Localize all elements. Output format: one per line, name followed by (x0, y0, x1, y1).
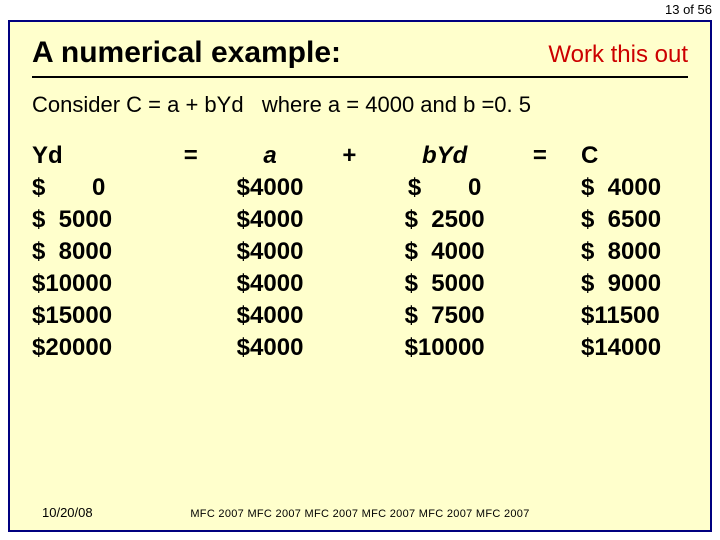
cell-a: $4000 (212, 300, 328, 332)
cell-c: $ 9000 (561, 268, 688, 300)
work-this-out: Work this out (548, 41, 688, 69)
cell-a: $4000 (212, 236, 328, 268)
cell-c: $ 8000 (561, 236, 688, 268)
cell-yd: $ 8000 (32, 236, 170, 268)
header-a: a (212, 140, 328, 172)
cell-byd: $10000 (371, 332, 519, 364)
cell-yd: $20000 (32, 332, 170, 364)
header-byd: bYd (371, 140, 519, 172)
slide-title: A numerical example: (32, 36, 341, 70)
cell-a: $4000 (212, 332, 328, 364)
table-row: $ 5000 $4000 $ 2500 $ 6500 (32, 204, 688, 236)
cell-yd: $15000 (32, 300, 170, 332)
cell-a: $4000 (212, 172, 328, 204)
table-row: $10000 $4000 $ 5000 $ 9000 (32, 268, 688, 300)
cell-c: $ 6500 (561, 204, 688, 236)
cell-byd: $ 2500 (371, 204, 519, 236)
consider-text: Consider C = a + bYd where a = 4000 and … (32, 92, 688, 118)
cell-byd: $ 7500 (371, 300, 519, 332)
cell-byd: $ 5000 (371, 268, 519, 300)
cell-a: $4000 (212, 268, 328, 300)
cell-byd: $ 0 (371, 172, 519, 204)
consumption-table: Yd = a + bYd = C $ 0 $4000 $ 0 $ 4000 $ … (32, 140, 688, 364)
header-c: C (561, 140, 688, 172)
cell-yd: $10000 (32, 268, 170, 300)
header-eq: = (170, 140, 212, 172)
slide-footer: MFC 2007 MFC 2007 MFC 2007 MFC 2007 MFC … (10, 508, 710, 520)
table-header-row: Yd = a + bYd = C (32, 140, 688, 172)
cell-c: $14000 (561, 332, 688, 364)
slide-frame: A numerical example: Work this out Consi… (8, 20, 712, 532)
cell-a: $4000 (212, 204, 328, 236)
table-row: $ 0 $4000 $ 0 $ 4000 (32, 172, 688, 204)
page-number: 13 of 56 (665, 2, 712, 17)
table-row: $15000 $4000 $ 7500 $11500 (32, 300, 688, 332)
table-row: $ 8000 $4000 $ 4000 $ 8000 (32, 236, 688, 268)
cell-yd: $ 5000 (32, 204, 170, 236)
cell-c: $ 4000 (561, 172, 688, 204)
cell-yd: $ 0 (32, 172, 170, 204)
table-row: $20000 $4000 $10000 $14000 (32, 332, 688, 364)
header-eq2: = (519, 140, 561, 172)
header-plus: + (328, 140, 370, 172)
cell-c: $11500 (561, 300, 688, 332)
cell-byd: $ 4000 (371, 236, 519, 268)
title-row: A numerical example: Work this out (32, 36, 688, 78)
header-yd: Yd (32, 140, 170, 172)
